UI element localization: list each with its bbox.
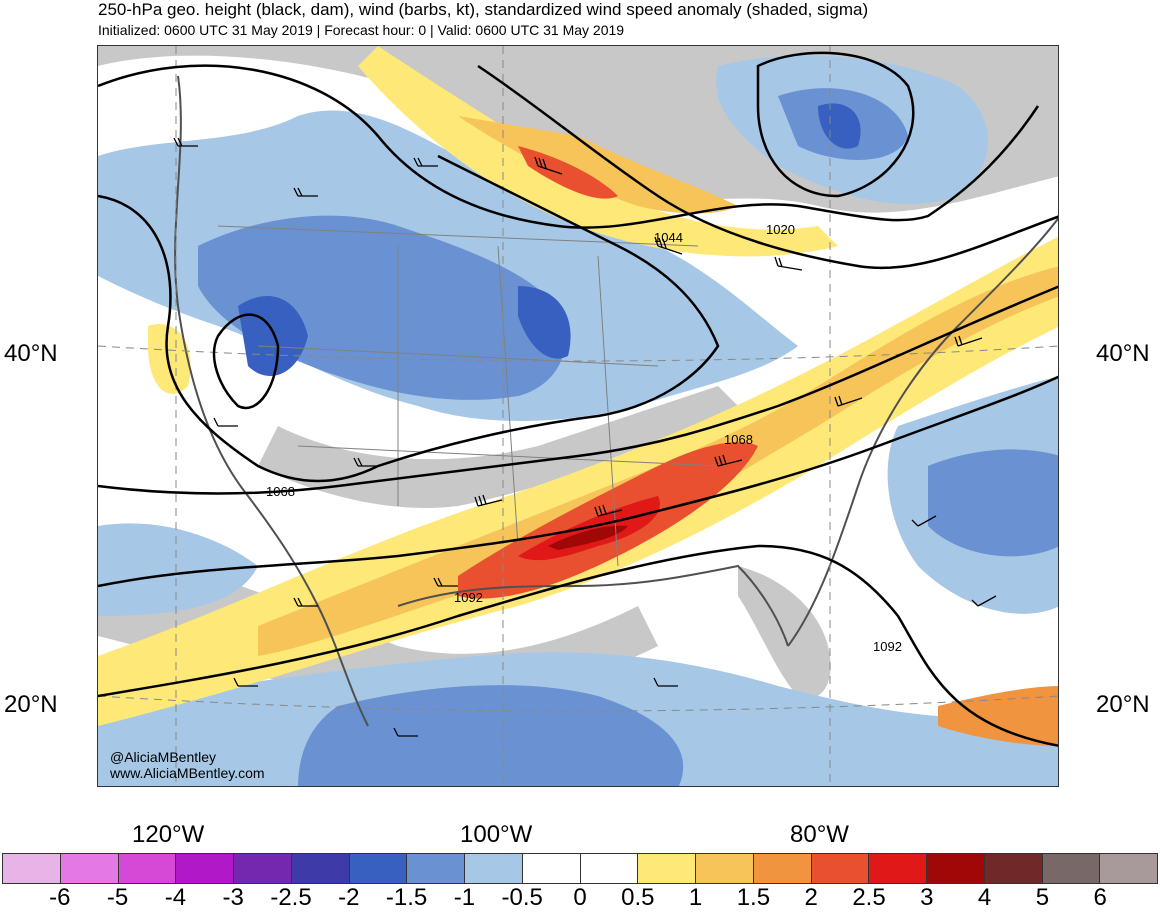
lon-label-80w: 80°W: [790, 821, 849, 848]
lon-label-120w: 120°W: [132, 821, 205, 848]
colorbar-swatch: [176, 854, 234, 883]
colorbar-swatch: [696, 854, 754, 883]
colorbar-tick-label: 1.5: [736, 884, 771, 911]
shade-gray-plains: [258, 386, 738, 508]
colorbar-swatch: [638, 854, 696, 883]
colorbar-swatch: [234, 854, 292, 883]
colorbar-swatch: [869, 854, 927, 883]
colorbar-tick-label: 2: [804, 884, 818, 911]
coastline-gulf: [397, 564, 789, 647]
colorbar-tick-label: -5: [106, 884, 129, 911]
colorbar-tick-label: 4: [977, 884, 992, 911]
graticule-lat: [98, 345, 1058, 712]
colorbar-tick-label: 3: [920, 884, 934, 911]
colorbar: [2, 853, 1158, 884]
map-canvas: 1020 1044 1068 1068 1092 1092: [98, 46, 1058, 786]
shade-jet-maroon-core: [548, 525, 628, 550]
colorbar-swatch: [1100, 854, 1157, 883]
colorbar-swatch: [118, 854, 177, 883]
shade-jet-orange-north: [458, 116, 738, 214]
graticule-lon: [175, 46, 831, 786]
contour-label-1044: 1044: [654, 230, 683, 245]
shade-blue-dark-3: [818, 103, 861, 149]
colorbar-swatch: [522, 854, 581, 883]
colorbar-swatch: [465, 854, 523, 883]
state-borders: [217, 225, 719, 567]
contour-label-1020: 1020: [766, 222, 795, 237]
coastline-east: [787, 216, 1058, 647]
contour-label-1068-west: 1068: [266, 484, 295, 499]
shade-jet-yellow-north: [358, 46, 838, 257]
colorbar-tick-label: 6: [1093, 884, 1107, 911]
credit-handle: @AliciaMBentley: [110, 749, 217, 765]
colorbar-tick-label: -0.5: [501, 884, 543, 911]
colorbar-swatch: [60, 854, 119, 883]
colorbar-tick-label: 0.5: [621, 884, 655, 911]
colorbar-tick-label: -3: [222, 884, 244, 911]
colorbar-tick-label: 0: [573, 884, 587, 911]
shade-blue-mid-east: [928, 449, 1058, 557]
colorbar-tick-label: 2.5: [852, 884, 886, 911]
wind-barbs: [173, 137, 997, 737]
contour-label-1092-carib: 1092: [873, 639, 902, 654]
height-contour-1020: [98, 64, 1040, 229]
shade-blue-mid-south: [298, 685, 684, 786]
map-subtitle: Initialized: 0600 UTC 31 May 2019 | Fore…: [98, 22, 625, 38]
shade-jet-yellow-westcoast: [148, 324, 191, 394]
colorbar-swatch: [407, 854, 465, 883]
shade-blue-light-sw: [98, 523, 258, 616]
height-contour-1068: [98, 285, 1058, 495]
shade-blue-dark-2: [518, 286, 571, 359]
height-contour-1068b: [477, 64, 1058, 270]
map-title: 250-hPa geo. height (black, dam), wind (…: [98, 0, 869, 19]
colorbar-tick-label: -4: [164, 884, 187, 911]
colorbar-tick-label: 1: [688, 884, 703, 911]
colorbar-swatch: [349, 854, 408, 883]
colorbar-swatch: [580, 854, 639, 883]
colorbar-swatch: [811, 854, 870, 883]
lat-label-40n-right: 40°N: [1096, 340, 1150, 367]
height-contour-1044b: [212, 313, 280, 410]
colorbar-swatch: [927, 854, 985, 883]
colorbar-swatch: [291, 854, 350, 883]
colorbar-tick-label: 5: [1035, 884, 1050, 911]
colorbar-tick-label: -2: [338, 884, 360, 911]
shade-jet-orange-main: [258, 266, 1058, 656]
contour-labels: 1020 1044 1068 1068 1092 1092: [266, 222, 902, 654]
colorbar-swatch: [1042, 854, 1101, 883]
colorbar-tick-label: -2.5: [270, 884, 312, 911]
height-contour-1092: [98, 375, 1058, 588]
lat-label-20n-right: 20°N: [1096, 691, 1150, 718]
colorbar-tick-label: -6: [49, 884, 71, 911]
lat-label-20n-left: 20°N: [4, 691, 58, 718]
height-contour-1044: [98, 154, 720, 483]
colorbar-tick-label: -1.5: [385, 884, 428, 911]
colorbar-swatch: [753, 854, 812, 883]
contour-label-1092-gulf: 1092: [454, 590, 483, 605]
colorbar-swatch: [3, 854, 61, 883]
colorbar-swatch: [984, 854, 1043, 883]
height-contour-1020b: [756, 51, 915, 198]
lon-label-100w: 100°W: [460, 821, 533, 848]
height-contour-1092b: [98, 544, 1058, 747]
credit-website: www.AliciaMBentley.com: [110, 765, 265, 781]
coastline-west: [174, 75, 369, 727]
contour-label-1068-east: 1068: [724, 432, 753, 447]
lat-label-40n-left: 40°N: [4, 340, 58, 367]
colorbar-tick-label: -1: [453, 884, 476, 911]
shade-gray-florida: [738, 566, 831, 699]
map-panel: 1020 1044 1068 1068 1092 1092: [97, 45, 1059, 787]
